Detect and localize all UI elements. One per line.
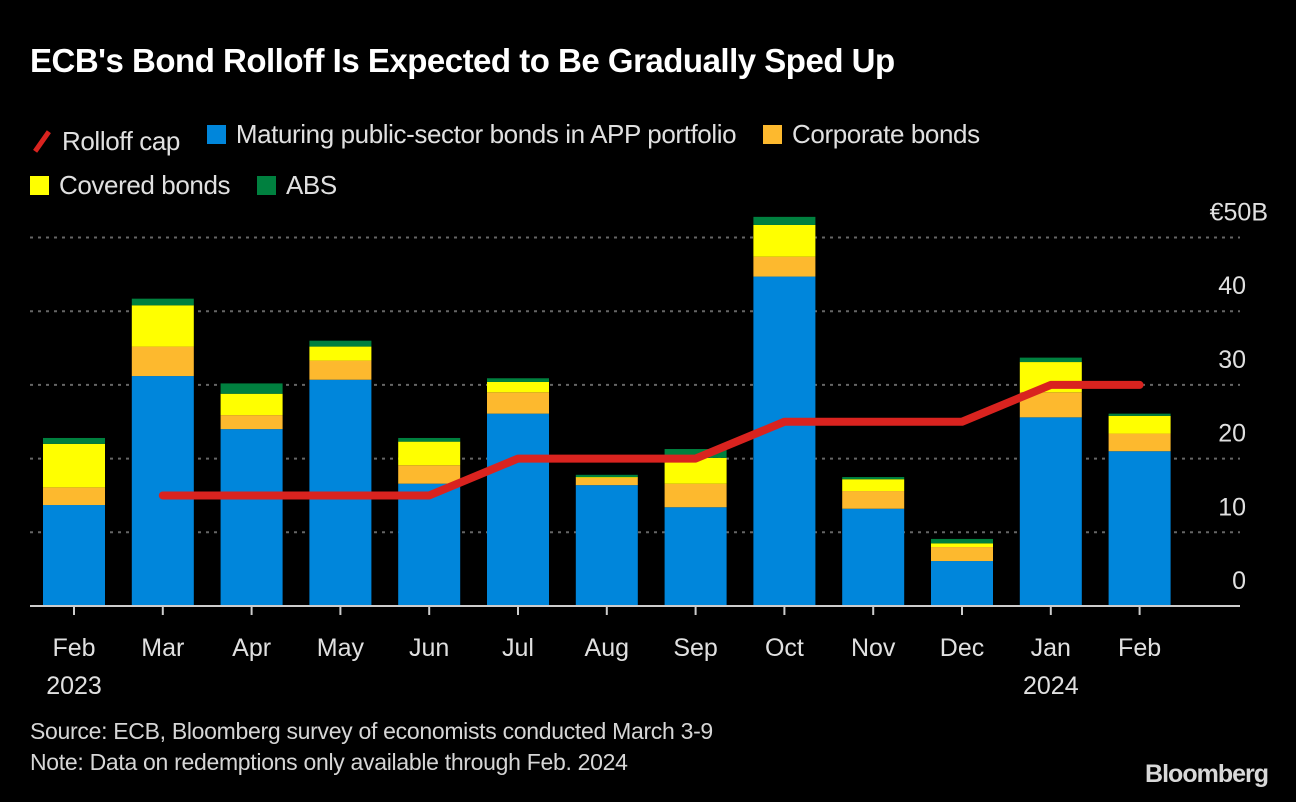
y-tick-label: 40: [1218, 272, 1246, 300]
bar-segment: [753, 224, 816, 257]
swatch-icon: [256, 175, 276, 195]
x-tick-label: Nov: [851, 634, 896, 662]
legend-label: Maturing public-sector bonds in APP port…: [235, 119, 737, 149]
y-tick-label: 20: [1218, 420, 1246, 448]
bar-segment: [664, 483, 727, 508]
bar-segment: [220, 393, 283, 416]
rolloff-cap-line: [158, 380, 1144, 500]
bar-segment: [1019, 417, 1082, 606]
bar-segment: [753, 256, 816, 277]
bar-segment: [487, 413, 549, 606]
bar-segment: [220, 383, 283, 394]
bar-segment: [753, 276, 816, 606]
bar-segment: [931, 547, 993, 562]
bar-segment: [575, 477, 638, 486]
source-note: Source: ECB, Bloomberg survey of economi…: [30, 718, 713, 744]
bar-segment: [1108, 433, 1171, 452]
x-tick-label: Jan: [1031, 634, 1071, 662]
bar-segment: [575, 477, 638, 478]
bar-segment: [398, 437, 461, 442]
bar-segment: [753, 216, 816, 225]
footer: Source: ECB, Bloomberg survey of economi…: [30, 716, 713, 778]
bar-segment: [931, 561, 993, 606]
x-tick-label: Feb: [1118, 634, 1161, 662]
legend-item-corporate: Corporate bonds: [763, 112, 980, 156]
bar-segment: [43, 487, 105, 506]
swatch-icon: [763, 124, 783, 144]
bar-segment: [43, 437, 105, 444]
bar-segment: [43, 443, 105, 488]
swatch-icon: [206, 124, 226, 144]
legend-label: ABS: [285, 170, 337, 200]
legend-item-abs: ABS: [256, 163, 337, 207]
y-tick-label: 30: [1218, 346, 1246, 374]
bar-segment: [220, 429, 283, 606]
bar-segment: [309, 340, 372, 347]
x-tick-label: Mar: [141, 634, 184, 662]
legend-label: Rolloff cap: [62, 126, 180, 156]
legend-item-public-sector: Maturing public-sector bonds in APP port…: [206, 112, 737, 156]
bloomberg-logo: Bloomberg: [1145, 760, 1269, 788]
bar-segment: [1019, 357, 1082, 363]
legend: Rolloff cap Maturing public-sector bonds…: [30, 112, 1230, 208]
bar-segment: [487, 378, 549, 382]
bar-segment: [575, 485, 638, 606]
bar-segment: [1108, 413, 1171, 416]
bar-segment: [398, 441, 461, 466]
legend-label: Corporate bonds: [792, 119, 980, 149]
bar-segment: [487, 381, 549, 393]
bar-segment: [309, 360, 372, 380]
bar-segment: [131, 376, 194, 606]
bar-segment: [398, 483, 461, 606]
x-tick-label: Oct: [765, 634, 804, 662]
bar-segment: [664, 507, 727, 606]
swatch-icon: [30, 175, 49, 195]
bar-segment: [1108, 451, 1171, 606]
bar-segment: [842, 479, 905, 492]
bar-segment: [931, 538, 993, 544]
bar-segment: [664, 449, 727, 458]
x-tick-label: Apr: [232, 634, 271, 662]
x-tick-label: Jun: [409, 634, 449, 662]
x-tick-label: Feb: [52, 634, 95, 662]
bar-segment: [842, 491, 905, 509]
bar-segment: [398, 465, 461, 484]
x-tick-label: Aug: [585, 634, 629, 662]
y-tick-label: 0: [1232, 567, 1246, 595]
bar-segment: [842, 508, 905, 606]
x-tick-label: May: [317, 634, 365, 662]
x-tick-label: Jul: [502, 634, 534, 662]
bar-segment: [131, 298, 194, 306]
bar-segment: [487, 392, 549, 414]
bar-segment: [131, 305, 194, 347]
bar-segment: [309, 346, 372, 361]
x-year-label: 2023: [46, 672, 102, 700]
bar-segment: [131, 346, 194, 377]
bar-segment: [575, 474, 638, 478]
x-year-label: 2024: [1023, 672, 1079, 700]
y-tick-label: €50B: [1210, 199, 1268, 227]
data-note: Note: Data on redemptions only available…: [30, 749, 628, 775]
x-tick-label: Sep: [673, 634, 717, 662]
bar-segment: [842, 477, 905, 480]
bar-segment: [220, 415, 283, 430]
bar-segment: [1108, 415, 1171, 434]
legend-item-rolloff-cap: Rolloff cap: [30, 119, 180, 163]
y-tick-label: 10: [1218, 493, 1246, 521]
legend-label: Covered bonds: [59, 170, 231, 200]
legend-item-covered: Covered bonds: [30, 163, 231, 207]
bar-segment: [43, 505, 105, 606]
bar-segment: [931, 543, 993, 548]
x-tick-label: Dec: [940, 634, 984, 662]
chart-title: ECB's Bond Rolloff Is Expected to Be Gra…: [30, 42, 895, 79]
